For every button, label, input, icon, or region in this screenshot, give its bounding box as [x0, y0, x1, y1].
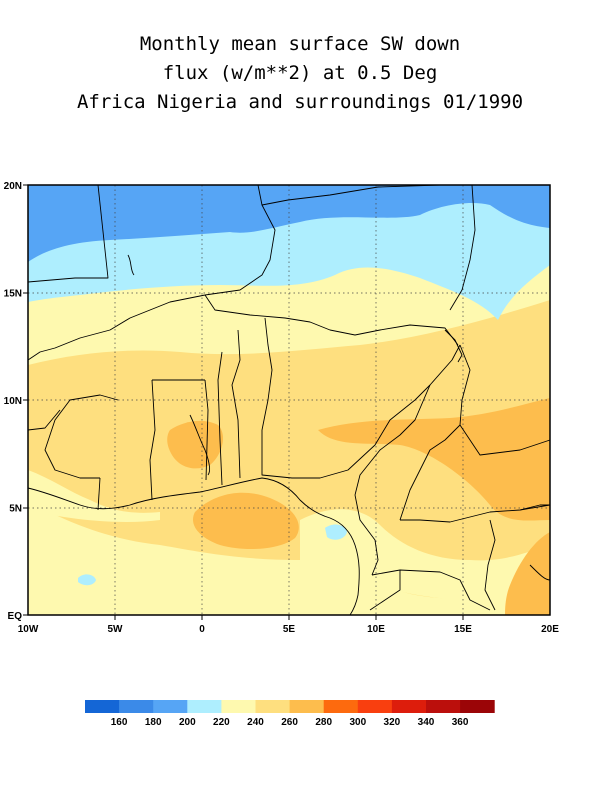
y-tick-labels: EQ 5N 10N 15N 20N: [4, 181, 23, 622]
level-220-240-cameroon: [325, 524, 347, 540]
level-240-260-south: [28, 500, 550, 615]
colorbar-label: 200: [179, 717, 196, 728]
colorbar-label: 220: [213, 717, 230, 728]
colorbar-swatch: [187, 700, 222, 713]
colorbar-swatch: [460, 700, 495, 713]
x-tick-label: 10W: [18, 624, 39, 635]
y-tick-label: EQ: [8, 611, 23, 622]
colorbar-swatch: [289, 700, 325, 713]
level-280-300-se: [505, 532, 550, 615]
x-tick-label: 5W: [108, 624, 124, 635]
level-240-260-gulf: [28, 470, 160, 522]
map-title: Monthly mean surface SW down flux (w/m**…: [0, 30, 600, 117]
x-tick-label: 5E: [283, 624, 296, 635]
colorbar-swatch: [357, 700, 393, 713]
colorbar: 160 180 200 220 240 260 280 300 320 340 360: [85, 700, 495, 728]
colorbar-label: 280: [315, 717, 332, 728]
flux-field: [28, 185, 550, 615]
colorbar-swatch: [323, 700, 359, 713]
x-tick-label: 10E: [367, 624, 385, 635]
y-tick-label: 10N: [4, 396, 22, 407]
y-tick-label: 20N: [4, 181, 22, 192]
level-280-300-west: [167, 420, 224, 469]
colorbar-labels: 160 180 200 220 240 260 280 300 320 340 360: [111, 717, 469, 728]
colorbar-label: 360: [452, 717, 469, 728]
colorbar-label: 340: [418, 717, 435, 728]
y-tick-label: 15N: [4, 289, 22, 300]
title-line-3: Africa Nigeria and surroundings 01/1990: [76, 91, 524, 113]
x-tick-label: 20E: [541, 624, 559, 635]
colorbar-label: 300: [349, 717, 366, 728]
colorbar-swatch: [255, 700, 291, 713]
level-280-300-sw: [192, 492, 299, 550]
country-borders: [27, 184, 551, 616]
colorbar-swatch: [153, 700, 188, 713]
tick-marks: [23, 184, 464, 620]
level-220-240-blob: [78, 574, 96, 586]
level-260-280: [28, 300, 550, 615]
colorbar-label: 320: [384, 717, 401, 728]
colorbar-label: 260: [281, 717, 298, 728]
colorbar-label: 160: [111, 717, 128, 728]
colorbar-swatch: [426, 700, 461, 713]
colorbar-swatch: [391, 700, 427, 713]
colorbar-label: 240: [247, 717, 264, 728]
colorbar-swatches: [85, 700, 495, 713]
y-tick-label: 5N: [9, 504, 22, 515]
level-200-220: [28, 185, 550, 262]
title-line-2: flux (w/m**2) at 0.5 Deg: [162, 62, 438, 84]
colorbar-label: 180: [145, 717, 162, 728]
x-tick-label: 0: [199, 624, 205, 635]
map-plot: 10W 5W 0 5E 10E 15E 20E EQ 5N 10N 15N 20N: [4, 181, 560, 635]
level-240-260-coast: [300, 509, 550, 602]
colorbar-swatch: [119, 700, 154, 713]
colorbar-swatch: [221, 700, 256, 713]
x-tick-label: 15E: [454, 624, 472, 635]
colorbar-swatch: [85, 700, 120, 713]
title-line-1: Monthly mean surface SW down: [139, 33, 461, 55]
x-tick-labels: 10W 5W 0 5E 10E 15E 20E: [18, 624, 560, 635]
